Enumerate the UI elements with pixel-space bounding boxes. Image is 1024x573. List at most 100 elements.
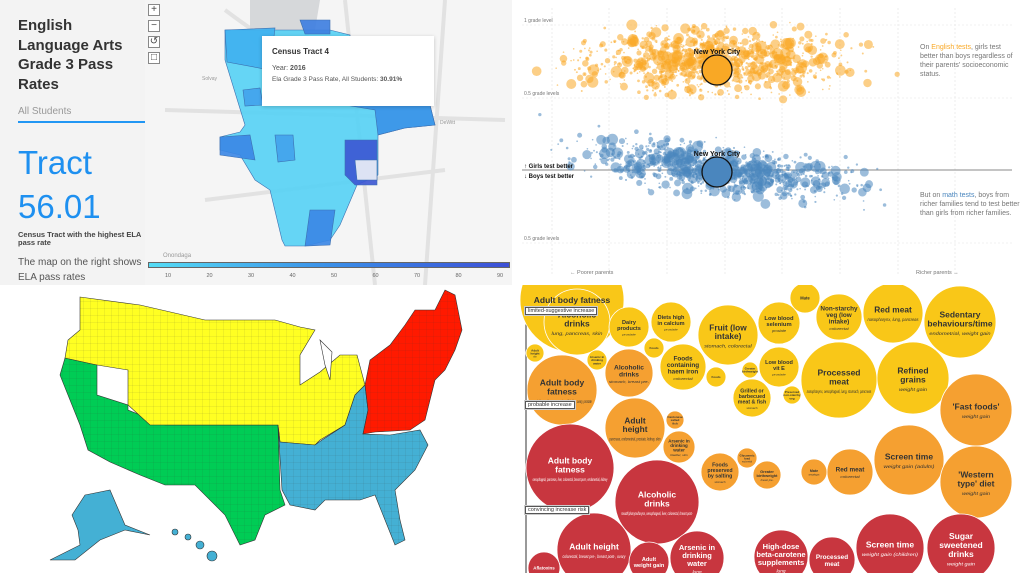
data-point xyxy=(805,162,814,171)
data-point xyxy=(580,80,588,88)
data-point xyxy=(770,91,773,94)
data-point xyxy=(855,163,859,166)
tract[interactable] xyxy=(299,19,331,35)
bubble xyxy=(923,285,997,359)
bubble xyxy=(753,529,809,573)
data-point xyxy=(664,92,670,98)
data-point xyxy=(656,85,658,88)
data-point xyxy=(597,124,601,128)
data-point xyxy=(763,168,765,171)
data-point xyxy=(589,50,593,54)
annotation-text: But on xyxy=(920,192,943,199)
data-point xyxy=(660,145,664,148)
data-point xyxy=(702,162,705,164)
zoom-in-button[interactable]: + xyxy=(148,4,160,16)
data-point xyxy=(731,192,742,202)
tract[interactable] xyxy=(304,209,336,247)
student-group-selector[interactable]: All Students xyxy=(18,106,145,123)
data-point xyxy=(717,188,720,191)
data-point xyxy=(615,49,622,55)
data-point xyxy=(667,157,670,159)
data-point xyxy=(800,194,806,200)
data-point xyxy=(807,155,812,160)
data-point xyxy=(587,76,599,88)
data-point xyxy=(836,72,838,74)
select-area-button[interactable]: □ xyxy=(148,52,160,64)
data-point xyxy=(810,176,821,187)
data-point xyxy=(739,42,742,44)
data-point xyxy=(643,162,646,164)
data-point xyxy=(798,198,808,208)
bubble-label: Adult xyxy=(624,415,646,425)
data-point xyxy=(723,27,730,34)
data-point xyxy=(741,66,744,68)
x-label-left: ← Poorer parents xyxy=(570,270,614,276)
bubble xyxy=(525,343,545,363)
nyc-math-point xyxy=(701,156,733,188)
data-point xyxy=(629,71,633,75)
data-point xyxy=(659,148,662,150)
data-point xyxy=(689,163,692,166)
data-point xyxy=(776,74,778,76)
data-point xyxy=(863,78,872,88)
data-point xyxy=(785,47,789,51)
data-point xyxy=(821,78,823,80)
data-point xyxy=(695,175,702,183)
data-point xyxy=(616,62,623,68)
data-point xyxy=(822,78,826,82)
data-point xyxy=(550,148,553,152)
data-point xyxy=(700,164,703,167)
tract[interactable] xyxy=(274,134,296,163)
data-point xyxy=(591,151,593,154)
reset-view-button[interactable]: ↺ xyxy=(148,36,160,48)
data-point xyxy=(761,40,764,43)
data-point xyxy=(657,167,659,169)
tract[interactable] xyxy=(242,87,264,107)
bubble-chart: Adult body fatnessAlcoholicdrinkslung, p… xyxy=(519,285,1013,573)
data-point xyxy=(808,69,813,73)
data-point xyxy=(711,91,714,94)
zoom-out-button[interactable]: − xyxy=(148,20,160,32)
data-point xyxy=(557,143,560,145)
data-point xyxy=(752,147,762,157)
bubble-label: height xyxy=(531,352,540,356)
data-point xyxy=(675,159,678,162)
data-point xyxy=(865,180,874,189)
year-label: Year: xyxy=(272,65,289,72)
data-point xyxy=(700,22,708,30)
bubble-sublabel: endometrial, weight gain xyxy=(929,331,991,336)
lake-michigan xyxy=(319,339,333,381)
data-point xyxy=(626,19,638,31)
data-point xyxy=(700,43,704,47)
data-point xyxy=(739,178,742,180)
legend-tick: 20 xyxy=(206,273,213,279)
data-point xyxy=(708,46,712,51)
data-point xyxy=(677,148,680,151)
bubble-label: drinks xyxy=(619,371,639,378)
annotation-text: , boys from richer families tend to test… xyxy=(920,192,1020,217)
data-point xyxy=(688,140,693,144)
data-point xyxy=(820,175,824,178)
tract[interactable] xyxy=(354,159,378,181)
data-point xyxy=(687,60,690,62)
data-point xyxy=(625,60,628,63)
data-point xyxy=(828,88,830,90)
data-point xyxy=(702,157,705,160)
data-point xyxy=(623,70,626,72)
bubble-label: veg xyxy=(789,396,794,400)
data-point xyxy=(699,77,703,81)
data-point xyxy=(675,74,678,77)
data-point xyxy=(637,79,640,83)
data-point xyxy=(769,21,778,29)
bubble xyxy=(876,341,950,415)
data-point xyxy=(686,33,689,37)
data-point xyxy=(747,183,754,190)
nyc-label: New York City xyxy=(694,151,741,158)
data-point xyxy=(783,164,786,167)
tract[interactable] xyxy=(219,134,256,161)
data-point xyxy=(757,34,759,36)
bubble-sublabel: colorectal xyxy=(829,327,848,331)
bubble xyxy=(700,452,740,492)
data-point xyxy=(823,191,826,194)
bubble-sublabel: nasopharynx, oesophageal, lung, stomach,… xyxy=(807,389,872,394)
